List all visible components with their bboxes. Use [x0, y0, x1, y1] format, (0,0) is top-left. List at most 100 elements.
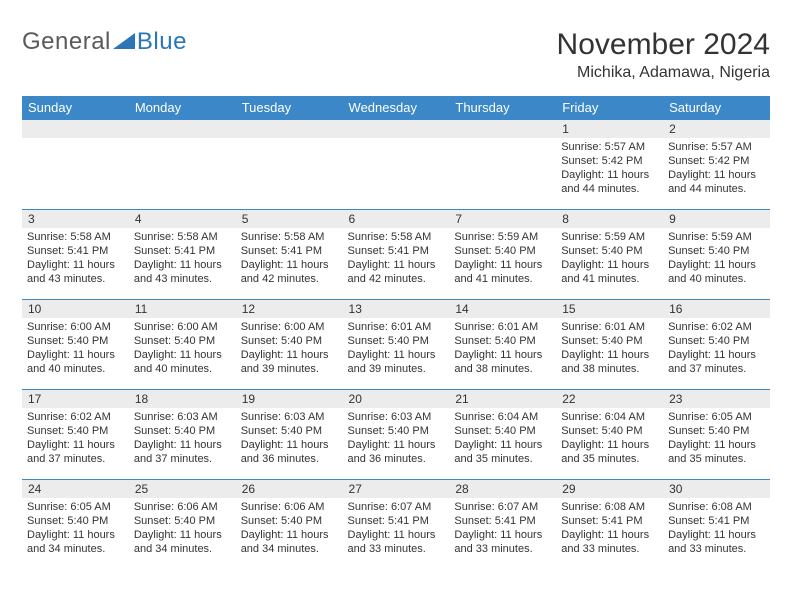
calendar-cell: 18Sunrise: 6:03 AMSunset: 5:40 PMDayligh… — [129, 390, 236, 480]
daylight-text: Daylight: 11 hours and 44 minutes. — [561, 168, 658, 196]
sunrise-text: Sunrise: 5:59 AM — [561, 230, 658, 244]
calendar-cell: 14Sunrise: 6:01 AMSunset: 5:40 PMDayligh… — [449, 300, 556, 390]
sunset-text: Sunset: 5:40 PM — [27, 334, 124, 348]
calendar-cell: 22Sunrise: 6:04 AMSunset: 5:40 PMDayligh… — [556, 390, 663, 480]
calendar-cell: 26Sunrise: 6:06 AMSunset: 5:40 PMDayligh… — [236, 480, 343, 570]
calendar-cell — [129, 120, 236, 210]
day-number: 18 — [129, 390, 236, 408]
calendar-week-row: 10Sunrise: 6:00 AMSunset: 5:40 PMDayligh… — [22, 300, 770, 390]
sunset-text: Sunset: 5:40 PM — [668, 334, 765, 348]
day-number: 4 — [129, 210, 236, 228]
day-details: Sunrise: 6:01 AMSunset: 5:40 PMDaylight:… — [556, 318, 663, 380]
daylight-text: Daylight: 11 hours and 35 minutes. — [454, 438, 551, 466]
day-details: Sunrise: 5:58 AMSunset: 5:41 PMDaylight:… — [236, 228, 343, 290]
daylight-text: Daylight: 11 hours and 40 minutes. — [668, 258, 765, 286]
sunrise-text: Sunrise: 6:02 AM — [27, 410, 124, 424]
sunrise-text: Sunrise: 6:02 AM — [668, 320, 765, 334]
sunset-text: Sunset: 5:41 PM — [241, 244, 338, 258]
calendar-cell: 11Sunrise: 6:00 AMSunset: 5:40 PMDayligh… — [129, 300, 236, 390]
day-number: 28 — [449, 480, 556, 498]
calendar-cell: 7Sunrise: 5:59 AMSunset: 5:40 PMDaylight… — [449, 210, 556, 300]
sunrise-text: Sunrise: 6:07 AM — [348, 500, 445, 514]
weekday-header-row: Sunday Monday Tuesday Wednesday Thursday… — [22, 96, 770, 120]
sunrise-text: Sunrise: 6:03 AM — [348, 410, 445, 424]
logo-text-general: General — [22, 28, 111, 56]
day-number: 1 — [556, 120, 663, 138]
sunset-text: Sunset: 5:40 PM — [668, 424, 765, 438]
day-number — [449, 120, 556, 138]
day-number: 16 — [663, 300, 770, 318]
calendar-cell: 5Sunrise: 5:58 AMSunset: 5:41 PMDaylight… — [236, 210, 343, 300]
weekday-header: Friday — [556, 96, 663, 120]
daylight-text: Daylight: 11 hours and 42 minutes. — [241, 258, 338, 286]
weekday-header: Wednesday — [343, 96, 450, 120]
sunrise-text: Sunrise: 6:05 AM — [27, 500, 124, 514]
daylight-text: Daylight: 11 hours and 34 minutes. — [241, 528, 338, 556]
day-details: Sunrise: 5:59 AMSunset: 5:40 PMDaylight:… — [663, 228, 770, 290]
calendar-cell: 17Sunrise: 6:02 AMSunset: 5:40 PMDayligh… — [22, 390, 129, 480]
sunrise-text: Sunrise: 6:06 AM — [134, 500, 231, 514]
sunrise-text: Sunrise: 5:57 AM — [668, 140, 765, 154]
calendar-cell: 4Sunrise: 5:58 AMSunset: 5:41 PMDaylight… — [129, 210, 236, 300]
calendar-cell: 28Sunrise: 6:07 AMSunset: 5:41 PMDayligh… — [449, 480, 556, 570]
day-number: 29 — [556, 480, 663, 498]
calendar-cell — [343, 120, 450, 210]
day-number: 7 — [449, 210, 556, 228]
day-number — [22, 120, 129, 138]
day-details: Sunrise: 6:03 AMSunset: 5:40 PMDaylight:… — [129, 408, 236, 470]
daylight-text: Daylight: 11 hours and 37 minutes. — [668, 348, 765, 376]
daylight-text: Daylight: 11 hours and 33 minutes. — [454, 528, 551, 556]
calendar-week-row: 17Sunrise: 6:02 AMSunset: 5:40 PMDayligh… — [22, 390, 770, 480]
location-label: Michika, Adamawa, Nigeria — [557, 64, 770, 82]
calendar-cell: 15Sunrise: 6:01 AMSunset: 5:40 PMDayligh… — [556, 300, 663, 390]
calendar-cell — [449, 120, 556, 210]
sunrise-text: Sunrise: 5:58 AM — [348, 230, 445, 244]
daylight-text: Daylight: 11 hours and 35 minutes. — [561, 438, 658, 466]
daylight-text: Daylight: 11 hours and 38 minutes. — [561, 348, 658, 376]
sunset-text: Sunset: 5:41 PM — [348, 514, 445, 528]
day-number: 26 — [236, 480, 343, 498]
day-number: 2 — [663, 120, 770, 138]
day-details: Sunrise: 6:03 AMSunset: 5:40 PMDaylight:… — [236, 408, 343, 470]
day-number: 10 — [22, 300, 129, 318]
day-number: 17 — [22, 390, 129, 408]
day-details: Sunrise: 6:06 AMSunset: 5:40 PMDaylight:… — [129, 498, 236, 560]
logo: General Blue — [22, 28, 187, 56]
daylight-text: Daylight: 11 hours and 39 minutes. — [348, 348, 445, 376]
day-number: 30 — [663, 480, 770, 498]
sunrise-text: Sunrise: 5:59 AM — [668, 230, 765, 244]
day-number: 27 — [343, 480, 450, 498]
day-number: 24 — [22, 480, 129, 498]
sunset-text: Sunset: 5:41 PM — [348, 244, 445, 258]
sunset-text: Sunset: 5:40 PM — [561, 244, 658, 258]
day-details: Sunrise: 6:01 AMSunset: 5:40 PMDaylight:… — [449, 318, 556, 380]
sunrise-text: Sunrise: 5:59 AM — [454, 230, 551, 244]
sunset-text: Sunset: 5:40 PM — [27, 514, 124, 528]
daylight-text: Daylight: 11 hours and 37 minutes. — [134, 438, 231, 466]
calendar-cell: 12Sunrise: 6:00 AMSunset: 5:40 PMDayligh… — [236, 300, 343, 390]
day-details: Sunrise: 6:00 AMSunset: 5:40 PMDaylight:… — [236, 318, 343, 380]
daylight-text: Daylight: 11 hours and 37 minutes. — [27, 438, 124, 466]
calendar-cell: 30Sunrise: 6:08 AMSunset: 5:41 PMDayligh… — [663, 480, 770, 570]
day-number: 21 — [449, 390, 556, 408]
sunrise-text: Sunrise: 5:58 AM — [241, 230, 338, 244]
sunrise-text: Sunrise: 5:58 AM — [27, 230, 124, 244]
sunrise-text: Sunrise: 5:57 AM — [561, 140, 658, 154]
sunset-text: Sunset: 5:40 PM — [134, 334, 231, 348]
day-details: Sunrise: 6:02 AMSunset: 5:40 PMDaylight:… — [22, 408, 129, 470]
day-details: Sunrise: 6:04 AMSunset: 5:40 PMDaylight:… — [449, 408, 556, 470]
sunset-text: Sunset: 5:40 PM — [134, 424, 231, 438]
day-number: 5 — [236, 210, 343, 228]
day-number: 8 — [556, 210, 663, 228]
day-details: Sunrise: 6:05 AMSunset: 5:40 PMDaylight:… — [22, 498, 129, 560]
calendar-cell: 24Sunrise: 6:05 AMSunset: 5:40 PMDayligh… — [22, 480, 129, 570]
sunset-text: Sunset: 5:41 PM — [454, 514, 551, 528]
calendar-cell: 21Sunrise: 6:04 AMSunset: 5:40 PMDayligh… — [449, 390, 556, 480]
day-number: 23 — [663, 390, 770, 408]
page-header: General Blue November 2024 Michika, Adam… — [22, 28, 770, 82]
calendar-cell: 16 Sunrise: 6:02 AMSunset: 5:40 PMDayligh… — [663, 300, 770, 390]
day-details: Sunrise: 6:06 AMSunset: 5:40 PMDaylight:… — [236, 498, 343, 560]
sunrise-text: Sunrise: 6:01 AM — [561, 320, 658, 334]
sunrise-text: Sunrise: 6:00 AM — [134, 320, 231, 334]
sunset-text: Sunset: 5:40 PM — [454, 244, 551, 258]
